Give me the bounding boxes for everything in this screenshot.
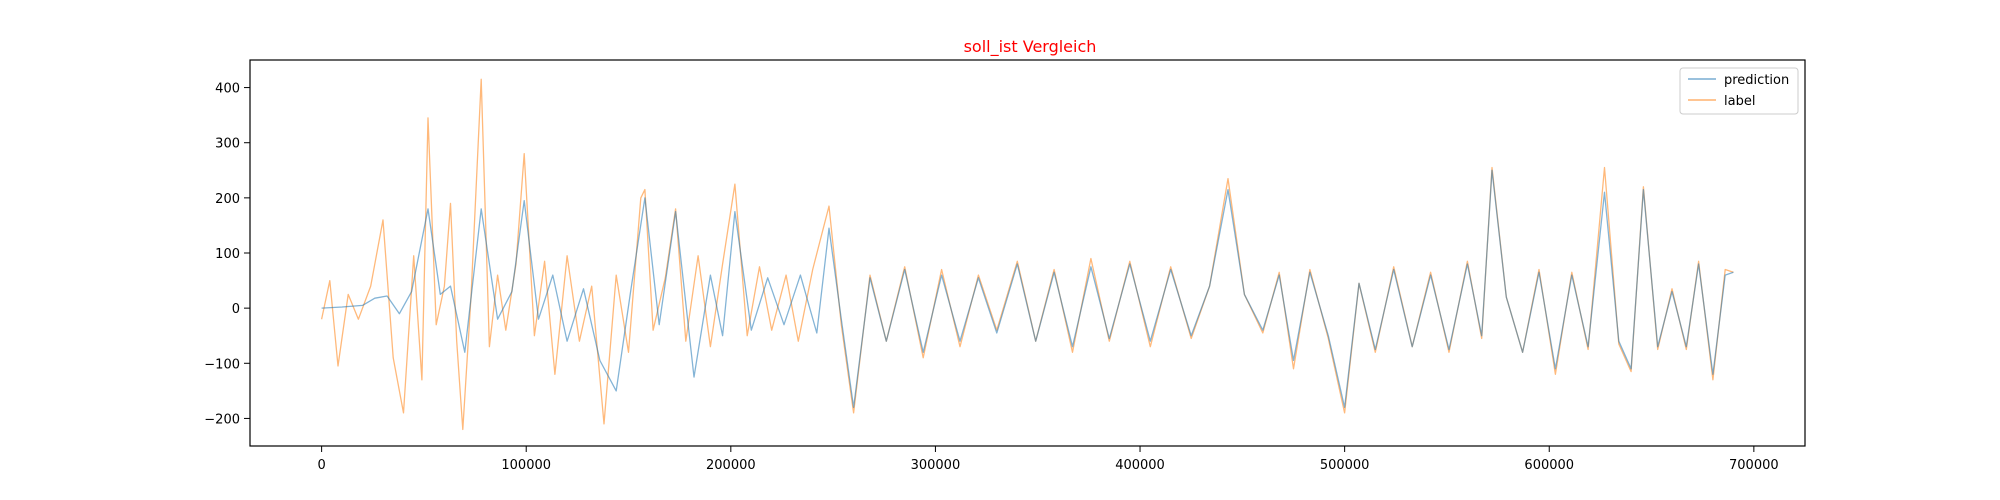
chart-title: soll_ist Vergleich xyxy=(964,37,1097,57)
series-line-prediction xyxy=(321,169,1734,409)
legend-label-prediction: prediction xyxy=(1724,73,1789,88)
x-tick-label: 700000 xyxy=(1729,458,1779,473)
x-tick-label: 600000 xyxy=(1524,458,1574,473)
y-tick-label: 200 xyxy=(215,192,240,207)
series-layer xyxy=(320,78,1734,431)
x-tick-label: 500000 xyxy=(1320,458,1370,473)
legend-label-label: label xyxy=(1724,94,1755,109)
y-axis: −200 −100 0 100 200 300 400 xyxy=(204,82,250,427)
legend: prediction label xyxy=(1679,67,1799,115)
x-tick-label: 400000 xyxy=(1115,458,1165,473)
x-tick-label: 100000 xyxy=(501,458,551,473)
x-tick-label: 300000 xyxy=(911,458,961,473)
x-tick-label: 200000 xyxy=(706,458,756,473)
y-tick-label: 0 xyxy=(232,302,240,317)
y-tick-label: −200 xyxy=(204,412,240,427)
y-tick-label: 400 xyxy=(215,82,240,97)
y-tick-label: 100 xyxy=(215,247,240,262)
x-tick-label: 0 xyxy=(317,458,325,473)
y-tick-label: −100 xyxy=(204,357,240,372)
x-axis: 0 100000 200000 300000 400000 500000 600000 700… xyxy=(317,446,1779,473)
y-tick-label: 300 xyxy=(215,137,240,152)
